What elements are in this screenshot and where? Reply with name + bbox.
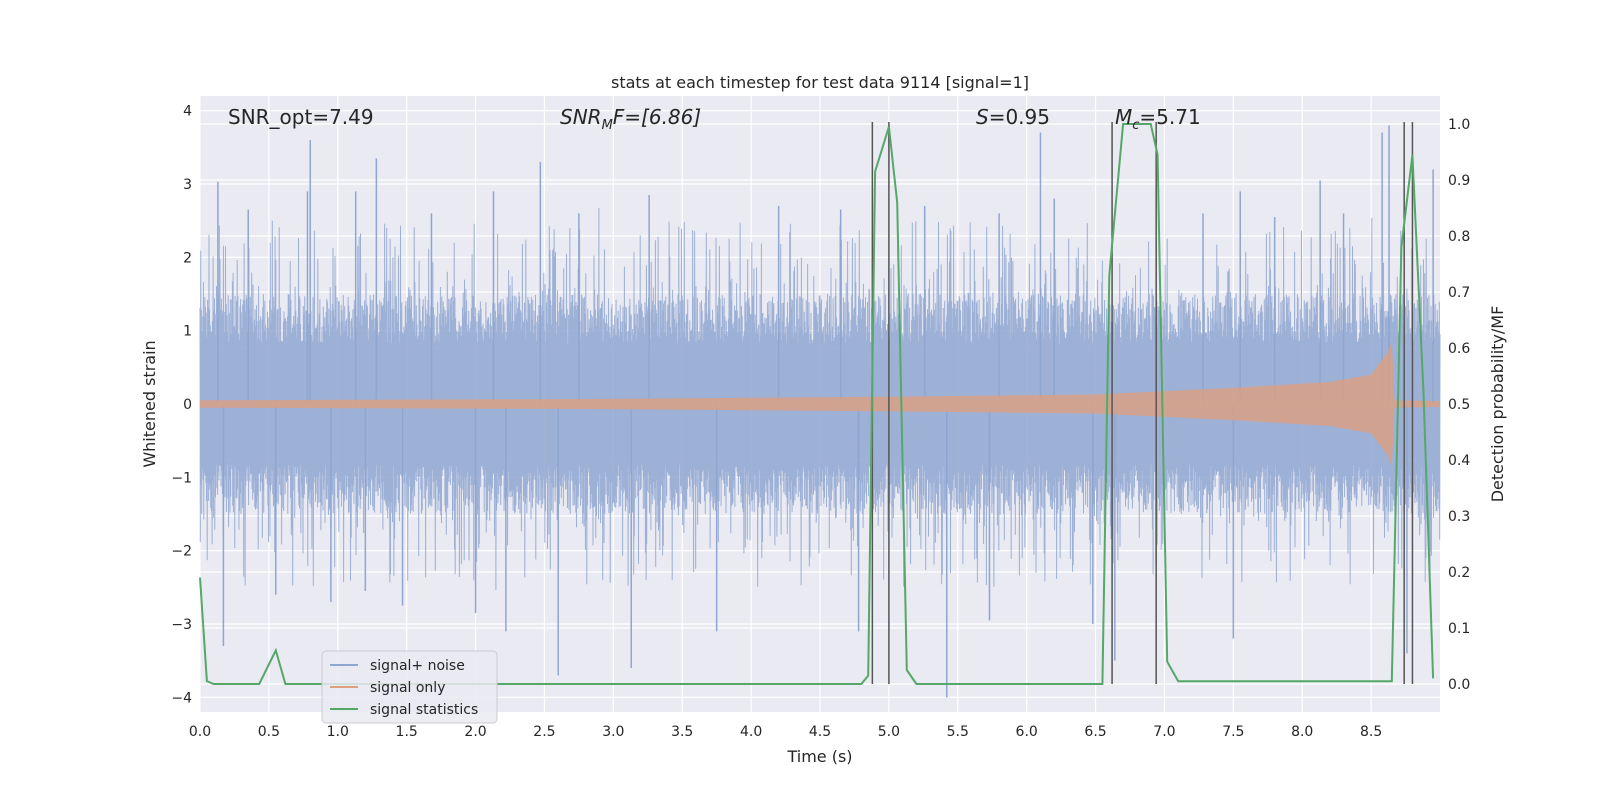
x-tick-label: 1.5	[396, 724, 418, 740]
x-tick-label: 1.0	[327, 724, 349, 740]
y2-tick-label: 0.1	[1448, 621, 1470, 637]
y2-tick-label: 0.2	[1448, 565, 1470, 581]
y2-tick-label: 0.7	[1448, 285, 1470, 301]
legend-box	[321, 650, 498, 724]
y2-tick-label: 0.6	[1448, 341, 1470, 357]
signal-noise-series	[199, 125, 1441, 698]
y-tick-label: 0	[183, 397, 192, 413]
snr-mf-rest: F=[6.86]	[613, 105, 701, 129]
x-tick-label: 2.0	[464, 724, 486, 740]
y-tick-label: 2	[183, 250, 192, 266]
annotation-snr-mf: SNRMF=[6.86]	[560, 105, 701, 133]
legend-label-signal-statistics: signal statistics	[370, 702, 478, 718]
snr-mf-sub: M	[602, 118, 613, 133]
y2-axis-label: Detection probability/MF	[1488, 306, 1507, 503]
x-tick-label: 8.0	[1291, 724, 1313, 740]
legend-label-signal-noise: signal+ noise	[370, 658, 465, 674]
x-tick-label: 4.0	[740, 724, 762, 740]
mc-base: M	[1115, 105, 1132, 129]
signal-only-band	[200, 341, 1440, 467]
chart-title: stats at each timestep for test data 911…	[611, 73, 1029, 92]
x-tick-label: 7.5	[1222, 724, 1244, 740]
y-tick-label: −1	[171, 470, 192, 486]
x-tick-label: 4.5	[809, 724, 831, 740]
y2-tick-label: 0.8	[1448, 229, 1470, 245]
mc-sub: c	[1132, 118, 1139, 133]
signal-noise-line	[199, 207, 1441, 591]
y2-tick-label: 1.0	[1448, 117, 1470, 133]
legend-label-signal-only: signal only	[370, 680, 445, 696]
y-tick-label: 3	[183, 177, 192, 193]
annotation-s: S=0.95	[976, 105, 1050, 129]
signal-statistics-series	[199, 123, 1435, 685]
y-tick-label: 4	[183, 104, 192, 120]
x-tick-label: 8.5	[1360, 724, 1382, 740]
x-tick-label: 0.0	[189, 724, 211, 740]
snr-mf-base: SNR	[560, 105, 602, 129]
x-tick-label: 3.0	[602, 724, 624, 740]
y-tick-labels: 4 3 2 1 0 −1 −2 −3 −4	[171, 104, 192, 707]
x-tick-label: 5.5	[947, 724, 969, 740]
mc-rest: =5.71	[1139, 105, 1200, 129]
y-tick-label: −3	[171, 617, 192, 633]
signal-statistics-line	[199, 123, 1435, 685]
y-tick-label: 1	[183, 324, 192, 340]
y-tick-label: −4	[171, 690, 192, 706]
x-tick-label: 7.0	[1153, 724, 1175, 740]
y2-tick-labels: 1.0 0.9 0.8 0.7 0.6 0.5 0.4 0.3 0.2 0.1 0.0	[1448, 117, 1470, 693]
x-tick-labels: 0.0 0.5 1.0 1.5 2.0 2.5 3.0 3.5 4.0 4.5 5.0 5.5 6.0 6…	[189, 724, 1382, 740]
x-tick-label: 5.0	[878, 724, 900, 740]
y-tick-label: −2	[171, 544, 192, 560]
y-axis-label: Whitened strain	[140, 340, 159, 467]
x-tick-label: 2.5	[533, 724, 555, 740]
annotation-mc: Mc=5.71	[1115, 105, 1201, 133]
s-rest: =0.95	[989, 105, 1050, 129]
x-tick-label: 6.0	[1016, 724, 1038, 740]
annotation-snr-opt: SNR_opt=7.49	[228, 105, 374, 129]
s-italic: S	[976, 105, 989, 129]
signal-only-series	[200, 341, 1440, 467]
y2-tick-label: 0.5	[1448, 397, 1470, 413]
x-tick-label: 0.5	[258, 724, 280, 740]
y2-tick-label: 0.0	[1448, 677, 1470, 693]
y2-tick-label: 0.3	[1448, 509, 1470, 525]
legend: signal+ noise signal only signal statist…	[321, 650, 498, 724]
x-axis-label: Time (s)	[786, 747, 852, 766]
x-tick-label: 3.5	[671, 724, 693, 740]
x-tick-label: 6.5	[1084, 724, 1106, 740]
y2-tick-label: 0.4	[1448, 453, 1470, 469]
y2-tick-label: 0.9	[1448, 173, 1470, 189]
